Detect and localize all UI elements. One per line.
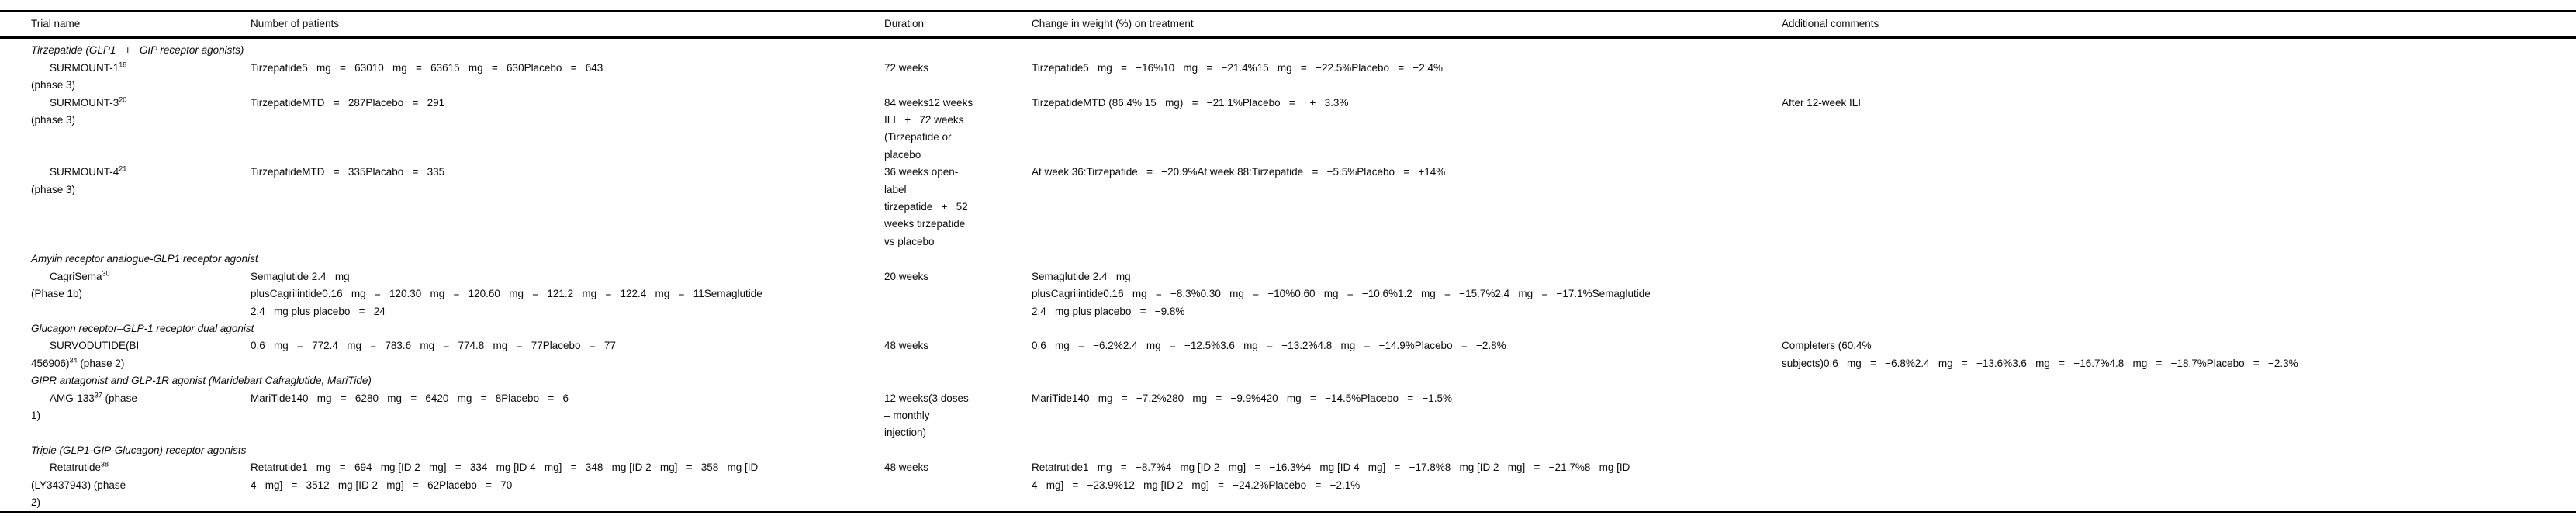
- trial-name-cell: SURMOUNT-320 (phase 3): [0, 95, 251, 164]
- reference-number: 38: [101, 460, 109, 468]
- section-header-row: Tirzepatide (GLP1 + GIP receptor agonist…: [0, 37, 2576, 59]
- trial-name-cell: AMG-13337 (phase 1): [0, 390, 251, 442]
- change-cell: Semaglutide 2.4 mg plusCagrilintide0.16 …: [1032, 270, 1651, 317]
- trial-phase: (phase 1): [31, 392, 137, 421]
- section-title: Triple (GLP1-GIP-Glucagon) receptor agon…: [31, 444, 247, 456]
- header-row: Trial name Number of patients Duration C…: [0, 11, 2576, 40]
- col-header-additional-comments: Additional comments: [1782, 11, 2576, 40]
- duration-cell: 12 weeks(3 doses – monthly injection): [884, 392, 969, 439]
- trial-phase: (phase 3): [31, 79, 76, 92]
- trial-name: SURVODUTIDE(BI 456906): [31, 340, 140, 369]
- change-cell: 0.6 mg = −6.2%2.4 mg = −12.5%3.6 mg = −1…: [1032, 340, 1506, 352]
- trial-phase: (LY3437943) (phase 2): [31, 479, 126, 508]
- trial-name: SURMOUNT-1: [50, 61, 119, 74]
- reference-number: 20: [119, 95, 127, 104]
- comments-cell: [1782, 164, 2576, 251]
- duration-cell: 20 weeks: [884, 270, 929, 282]
- patients-cell: MariTide140 mg = 6280 mg = 6420 mg = 8Pl…: [251, 392, 569, 404]
- trial-name: AMG-133: [50, 392, 95, 404]
- trial-name-cell: Retatrutide38 (LY3437943) (phase 2): [0, 459, 251, 512]
- trial-name: CagriSema: [50, 270, 102, 282]
- trial-name-cell: SURMOUNT-118 (phase 3): [0, 60, 251, 95]
- comments-cell: After 12-week ILI: [1782, 96, 1862, 109]
- section-title: GIPR antagonist and GLP-1R agonist (Mari…: [31, 375, 372, 387]
- change-cell: Tirzepatide5 mg = −16%10 mg = −21.4%15 m…: [1032, 61, 1444, 74]
- reference-number: 37: [94, 391, 102, 399]
- patients-cell: Semaglutide 2.4 mg plusCagrilintide0.16 …: [251, 270, 762, 317]
- col-header-change-in-weight: Change in weight (%) on treatment: [1032, 11, 1782, 40]
- trial-phase: (phase 3): [31, 114, 76, 126]
- comments-cell: [1782, 459, 2576, 512]
- section-title: Glucagon receptor–GLP-1 receptor dual ag…: [31, 322, 254, 334]
- patients-cell: 0.6 mg = 772.4 mg = 783.6 mg = 774.8 mg …: [251, 340, 616, 352]
- col-header-duration: Duration: [884, 11, 1032, 40]
- section-title: Tirzepatide (GLP1 + GIP receptor agonist…: [31, 44, 244, 57]
- duration-cell: 48 weeks: [884, 462, 929, 474]
- trial-name-cell: SURVODUTIDE(BI 456906)34 (phase 2): [0, 337, 251, 372]
- duration-cell: 36 weeks open- label tirzepatide + 52 we…: [884, 166, 968, 247]
- table-row: CagriSema30 (Phase 1b) Semaglutide 2.4 m…: [0, 268, 2576, 320]
- patients-cell: TirzepatideMTD = 287Placebo = 291: [251, 96, 445, 109]
- comments-cell: [1782, 268, 2576, 320]
- duration-cell: 48 weeks: [884, 340, 929, 352]
- table-row: SURMOUNT-118 (phase 3) Tirzepatide5 mg =…: [0, 60, 2576, 95]
- reference-number: 18: [119, 61, 127, 69]
- section-header-row: GIPR antagonist and GLP-1R agonist (Mari…: [0, 372, 2576, 389]
- table-row: SURMOUNT-320 (phase 3) TirzepatideMTD = …: [0, 95, 2576, 164]
- duration-cell: 72 weeks: [884, 61, 929, 74]
- section-header-row: Glucagon receptor–GLP-1 receptor dual ag…: [0, 320, 2576, 337]
- change-cell: TirzepatideMTD (86.4% 15 mg) = −21.1%Pla…: [1032, 96, 1349, 109]
- clinical-trials-weight-table-page: Trial name Number of patients Duration C…: [0, 10, 2576, 513]
- trial-name-cell: CagriSema30 (Phase 1b): [0, 268, 251, 320]
- clinical-trials-weight-table: Trial name Number of patients Duration C…: [0, 10, 2576, 513]
- col-header-number-of-patients: Number of patients: [251, 11, 884, 40]
- section-header-row: Triple (GLP1-GIP-Glucagon) receptor agon…: [0, 442, 2576, 459]
- table-row: SURMOUNT-421 (phase 3) TirzepatideMTD = …: [0, 164, 2576, 251]
- patients-cell: TirzepatideMTD = 335Placabo = 335: [251, 166, 445, 178]
- trial-phase: (phase 2): [77, 357, 125, 369]
- reference-number: 30: [102, 269, 110, 278]
- change-cell: At week 36:Tirzepatide = −20.9%At week 8…: [1032, 166, 1446, 178]
- reference-number: 34: [69, 356, 78, 365]
- reference-number: 21: [119, 164, 127, 173]
- change-cell: Retatrutide1 mg = −8.7%4 mg [ID 2 mg] = …: [1032, 462, 1630, 491]
- trial-name-cell: SURMOUNT-421 (phase 3): [0, 164, 251, 251]
- comments-cell: [1782, 60, 2576, 95]
- patients-cell: Retatrutide1 mg = 694 mg [ID 2 mg] = 334…: [251, 462, 759, 491]
- table-row: AMG-13337 (phase 1) MariTide140 mg = 628…: [0, 390, 2576, 442]
- table-row: Retatrutide38 (LY3437943) (phase 2) Reta…: [0, 459, 2576, 512]
- col-header-trial-name: Trial name: [0, 11, 251, 40]
- table-row: SURVODUTIDE(BI 456906)34 (phase 2) 0.6 m…: [0, 337, 2576, 372]
- duration-cell: 84 weeks12 weeks ILI + 72 weeks (Tirzepa…: [884, 96, 973, 161]
- comments-cell: [1782, 390, 2576, 442]
- comments-cell: Completers (60.4% subjects)0.6 mg = −6.8…: [1782, 340, 2298, 369]
- trial-name: Retatrutide: [50, 462, 102, 474]
- patients-cell: Tirzepatide5 mg = 63010 mg = 63615 mg = …: [251, 61, 603, 74]
- trial-phase: (Phase 1b): [31, 288, 83, 300]
- section-title: Amylin receptor analogue-GLP1 receptor a…: [31, 253, 258, 265]
- section-header-row: Amylin receptor analogue-GLP1 receptor a…: [0, 251, 2576, 268]
- change-cell: MariTide140 mg = −7.2%280 mg = −9.9%420 …: [1032, 392, 1453, 404]
- trial-name: SURMOUNT-4: [50, 166, 119, 178]
- trial-phase: (phase 3): [31, 183, 76, 195]
- trial-name: SURMOUNT-3: [50, 96, 119, 109]
